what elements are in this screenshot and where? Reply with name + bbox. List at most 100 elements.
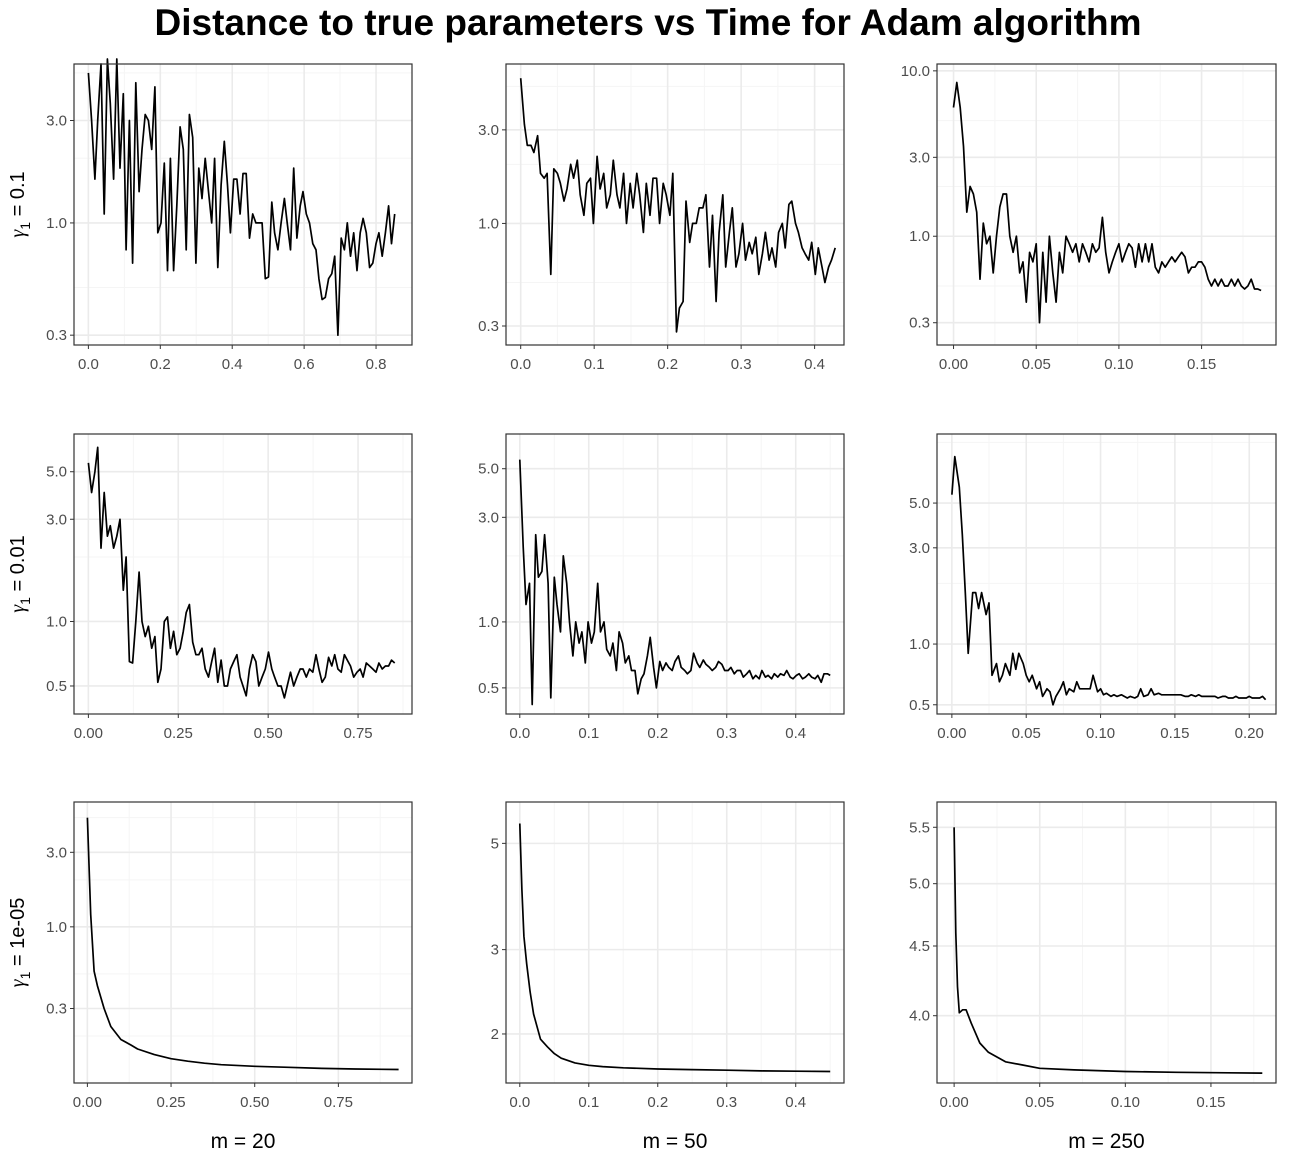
y-tick-label: 3.0 — [46, 113, 67, 130]
panel-r2-c2: 0.00 0.05 0.10 0.15 4.0 4.5 5.0 5.5 — [909, 801, 1277, 1111]
x-tick-label: 0.4 — [785, 1094, 806, 1111]
x-tick-label: 0.3 — [731, 356, 752, 373]
y-tick-label: 4.5 — [909, 938, 930, 955]
x-tick-label: 0.2 — [647, 1094, 668, 1111]
row-label-2: γ1 = 1e-05 — [7, 898, 33, 988]
x-tick-label: 0.2 — [647, 725, 668, 742]
y-tick-label: 5.0 — [478, 461, 499, 478]
panel-border — [936, 63, 1277, 346]
series-line — [953, 827, 1263, 1074]
y-tick-label: 1.0 — [909, 636, 930, 653]
panel-r2-c1: 0.0 0.1 0.2 0.3 0.4 2 3 5 — [491, 801, 845, 1111]
x-tick-label: 0.75 — [324, 1094, 353, 1111]
x-tick-label: 0.15 — [1160, 725, 1189, 742]
x-tick-label: 0.2 — [657, 356, 678, 373]
panel-r1-c1: 0.0 0.1 0.2 0.3 0.4 0.5 1.0 3.0 5.0 — [478, 433, 845, 742]
x-tick-label: 0.00 — [940, 1094, 969, 1111]
panel-border — [505, 63, 845, 346]
y-tick-label: 0.3 — [909, 315, 930, 332]
row-label-symbol: γ — [7, 604, 29, 613]
x-tick-label: 0.00 — [73, 1094, 102, 1111]
x-tick-label: 0.1 — [578, 725, 599, 742]
y-tick-label: 3.0 — [46, 844, 67, 861]
x-tick-label: 0.10 — [1104, 356, 1133, 373]
y-tick-label: 1.0 — [46, 613, 67, 630]
y-tick-label: 0.3 — [478, 318, 499, 335]
panel-border — [73, 63, 413, 346]
x-tick-label: 0.1 — [584, 356, 605, 373]
x-tick-label: 0.4 — [222, 356, 243, 373]
panel-r0-c0: 0.0 0.2 0.4 0.6 0.8 0.3 1.0 3.0 — [46, 58, 413, 373]
y-tick-label: 3.0 — [46, 511, 67, 528]
panel-border — [936, 801, 1277, 1084]
panel-r1-c0: 0.00 0.25 0.50 0.75 0.5 1.0 3.0 5.0 — [46, 433, 413, 742]
x-tick-label: 0.05 — [1012, 725, 1041, 742]
panel-border — [505, 433, 845, 715]
y-tick-label: 3.0 — [909, 540, 930, 557]
y-tick-label: 3.0 — [909, 149, 930, 166]
y-tick-label: 1.0 — [46, 919, 67, 936]
x-tick-label: 0.10 — [1086, 725, 1115, 742]
x-tick-label: 0.50 — [254, 725, 283, 742]
panel-background — [506, 802, 844, 1083]
panel-border — [73, 433, 413, 715]
row-label-subscript: 1 — [17, 222, 33, 230]
panel-border — [73, 801, 413, 1084]
y-tick-label: 5 — [491, 835, 499, 852]
x-tick-label: 0.2 — [150, 356, 171, 373]
x-tick-label: 0.05 — [1025, 1094, 1054, 1111]
series-line — [951, 455, 1267, 706]
panel-background — [506, 434, 844, 714]
y-tick-label: 4.0 — [909, 1008, 930, 1025]
x-tick-label: 0.50 — [240, 1094, 269, 1111]
x-tick-label: 0.0 — [509, 725, 530, 742]
x-tick-label: 0.00 — [939, 356, 968, 373]
x-tick-label: 0.0 — [78, 356, 99, 373]
panel-background — [74, 64, 412, 345]
y-tick-label: 5.0 — [909, 495, 930, 512]
panel-border — [505, 801, 845, 1084]
y-tick-label: 10.0 — [901, 63, 930, 80]
y-tick-label: 1.0 — [909, 228, 930, 245]
x-tick-label: 0.1 — [578, 1094, 599, 1111]
x-tick-label: 0.3 — [716, 725, 737, 742]
x-tick-label: 0.3 — [716, 1094, 737, 1111]
panel-border — [936, 433, 1277, 715]
series-line — [952, 81, 1262, 324]
x-tick-label: 0.00 — [937, 725, 966, 742]
series-line — [518, 459, 831, 706]
series-line — [87, 58, 396, 337]
y-tick-label: 0.3 — [46, 327, 67, 344]
y-tick-label: 1.0 — [46, 215, 67, 232]
row-label-symbol: γ — [7, 229, 29, 238]
x-tick-label: 0.10 — [1111, 1094, 1140, 1111]
series-line — [519, 78, 837, 333]
x-tick-label: 0.75 — [343, 725, 372, 742]
y-tick-label: 3 — [491, 942, 499, 959]
x-tick-label: 0.25 — [156, 1094, 185, 1111]
col-labels-layer: m = 20 m = 50 m = 250 — [211, 1130, 1145, 1152]
panel-r2-c0: 0.00 0.25 0.50 0.75 0.3 1.0 3.0 — [46, 801, 413, 1111]
x-tick-label: 0.00 — [74, 725, 103, 742]
x-tick-label: 0.4 — [804, 356, 825, 373]
y-tick-label: 1.0 — [478, 614, 499, 631]
x-tick-label: 0.15 — [1196, 1094, 1225, 1111]
col-label-1: m = 50 — [643, 1130, 708, 1152]
x-tick-label: 0.6 — [294, 356, 315, 373]
y-tick-label: 0.3 — [46, 1000, 67, 1017]
row-label-subscript: 1 — [17, 971, 33, 979]
row-label-value: = 0.01 — [7, 535, 29, 597]
x-tick-label: 0.05 — [1022, 356, 1051, 373]
x-tick-label: 0.0 — [509, 1094, 530, 1111]
y-tick-label: 0.5 — [909, 697, 930, 714]
panel-r0-c1: 0.0 0.1 0.2 0.3 0.4 0.3 1.0 3.0 — [478, 63, 845, 373]
row-label-1: γ1 = 0.01 — [7, 535, 33, 612]
y-tick-label: 0.5 — [478, 680, 499, 697]
row-label-subscript: 1 — [17, 597, 33, 605]
col-label-0: m = 20 — [211, 1130, 276, 1152]
x-tick-label: 0.0 — [510, 356, 531, 373]
x-tick-label: 0.20 — [1235, 725, 1264, 742]
y-tick-label: 5.0 — [46, 464, 67, 481]
panel-background — [937, 64, 1276, 345]
